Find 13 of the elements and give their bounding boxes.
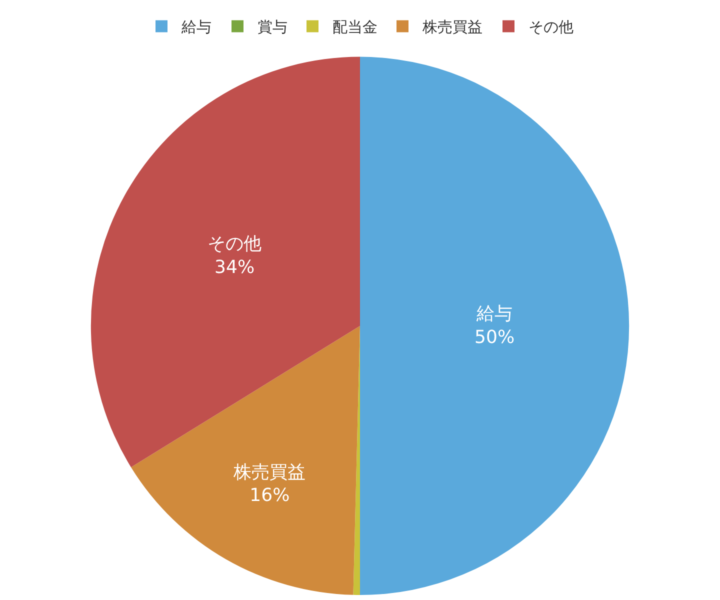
data-label: 50% <box>474 327 515 348</box>
legend-label: 株売買益 <box>422 18 482 36</box>
legend-label: 給与 <box>180 18 212 36</box>
legend-label: 配当金 <box>332 18 378 36</box>
data-label: 34% <box>214 257 255 278</box>
data-label: 16% <box>250 485 290 506</box>
slice-label: 給与 <box>476 304 513 325</box>
slice-label: その他 <box>208 234 262 255</box>
pie-slice <box>360 56 629 595</box>
legend-label: 賞与 <box>258 18 288 36</box>
legend-label: その他 <box>528 18 574 36</box>
slice-label: 株売買益 <box>232 462 306 483</box>
pie-slice <box>130 326 360 595</box>
